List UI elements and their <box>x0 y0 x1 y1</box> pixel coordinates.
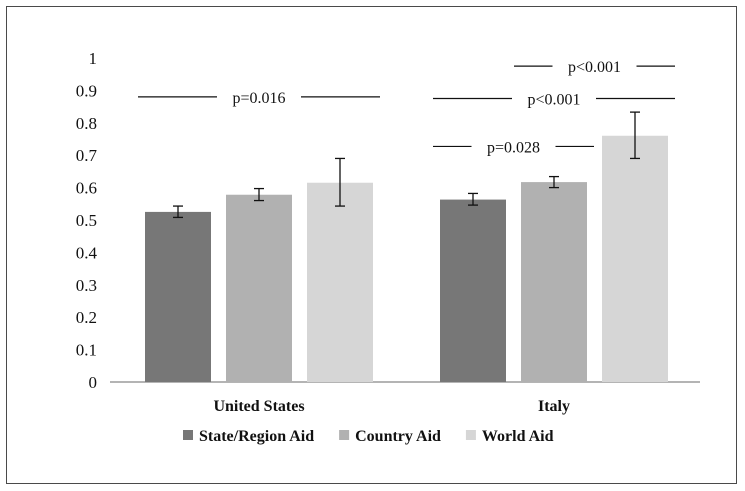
legend-swatch-world-aid <box>465 430 476 440</box>
significance-label: p<0.001 <box>568 59 621 76</box>
bar-italy-world-aid <box>602 135 668 382</box>
significance-label: p=0.016 <box>232 90 285 107</box>
legend-label-state-region-aid: State/Region Aid <box>199 428 314 445</box>
significance-label: p=0.028 <box>487 139 540 156</box>
significance-label: p<0.001 <box>527 92 580 109</box>
y-tick-label: 0.7 <box>76 146 98 165</box>
bar-united-states-country-aid <box>226 194 292 382</box>
bar-italy-country-aid <box>521 182 587 382</box>
y-tick-label: 0.6 <box>76 179 97 198</box>
bar-united-states-world-aid <box>307 182 373 382</box>
y-tick-label: 0.3 <box>76 276 97 295</box>
y-tick-label: 1 <box>89 49 98 68</box>
bar-united-states-state-region-aid <box>145 211 211 382</box>
y-tick-label: 0.1 <box>76 341 97 360</box>
x-category-label: United States <box>213 398 304 415</box>
y-tick-label: 0.5 <box>76 211 97 230</box>
y-tick-label: 0 <box>89 373 98 392</box>
legend-label-world-aid: World Aid <box>482 428 554 445</box>
legend-swatch-country-aid <box>339 430 350 440</box>
y-tick-label: 0.9 <box>76 81 97 100</box>
bar-italy-state-region-aid <box>440 199 506 382</box>
x-category-label: Italy <box>538 398 570 415</box>
y-tick-label: 0.8 <box>76 114 97 133</box>
y-tick-label: 0.2 <box>76 308 97 327</box>
legend-swatch-state-region-aid <box>183 430 193 440</box>
legend-label-country-aid: Country Aid <box>355 428 441 445</box>
y-tick-label: 0.4 <box>76 243 98 262</box>
